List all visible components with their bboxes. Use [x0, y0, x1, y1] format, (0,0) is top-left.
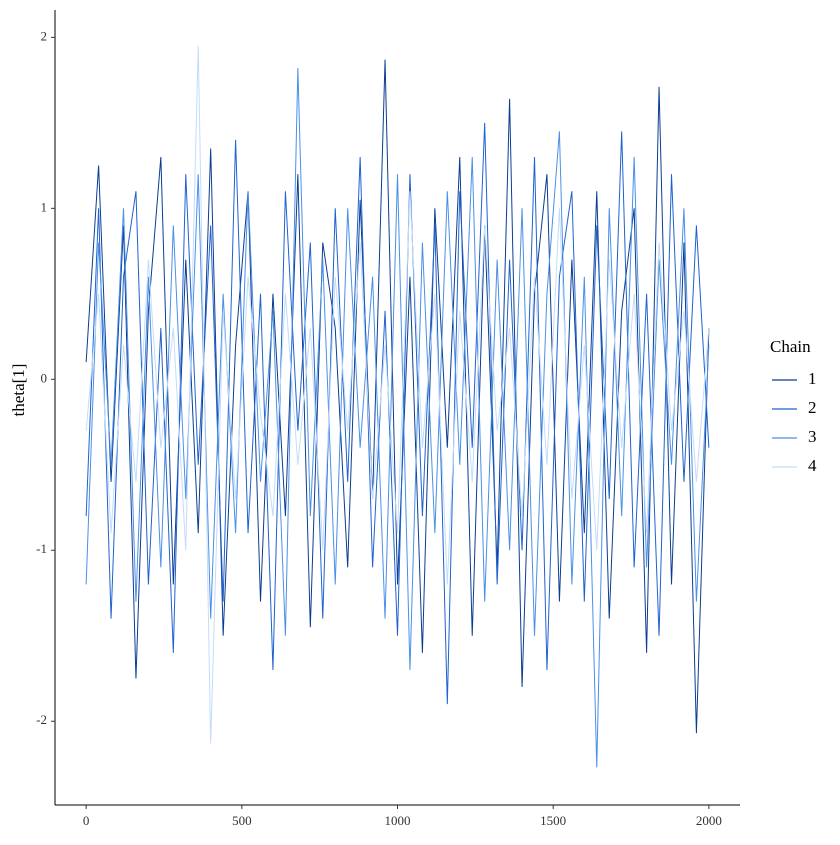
y-axis-title: theta[1] — [9, 364, 28, 417]
x-tick-label: 500 — [232, 813, 252, 828]
legend-title: Chain — [770, 337, 811, 356]
legend-label: 4 — [808, 456, 817, 475]
legend-label: 2 — [808, 398, 817, 417]
y-tick-label: -1 — [36, 541, 47, 556]
chain-line — [85, 122, 710, 705]
x-tick-label: 1500 — [540, 813, 566, 828]
x-tick-label: 1000 — [385, 813, 411, 828]
x-tick-label: 0 — [83, 813, 90, 828]
y-tick-label: 2 — [41, 28, 48, 43]
chain-line — [85, 45, 710, 744]
legend-label: 3 — [808, 427, 817, 446]
y-tick-label: 1 — [41, 199, 48, 214]
x-tick-label: 2000 — [696, 813, 722, 828]
chain-line — [85, 59, 710, 734]
y-tick-label: -2 — [36, 712, 47, 727]
legend-label: 1 — [808, 369, 817, 388]
y-tick-label: 0 — [41, 370, 48, 385]
